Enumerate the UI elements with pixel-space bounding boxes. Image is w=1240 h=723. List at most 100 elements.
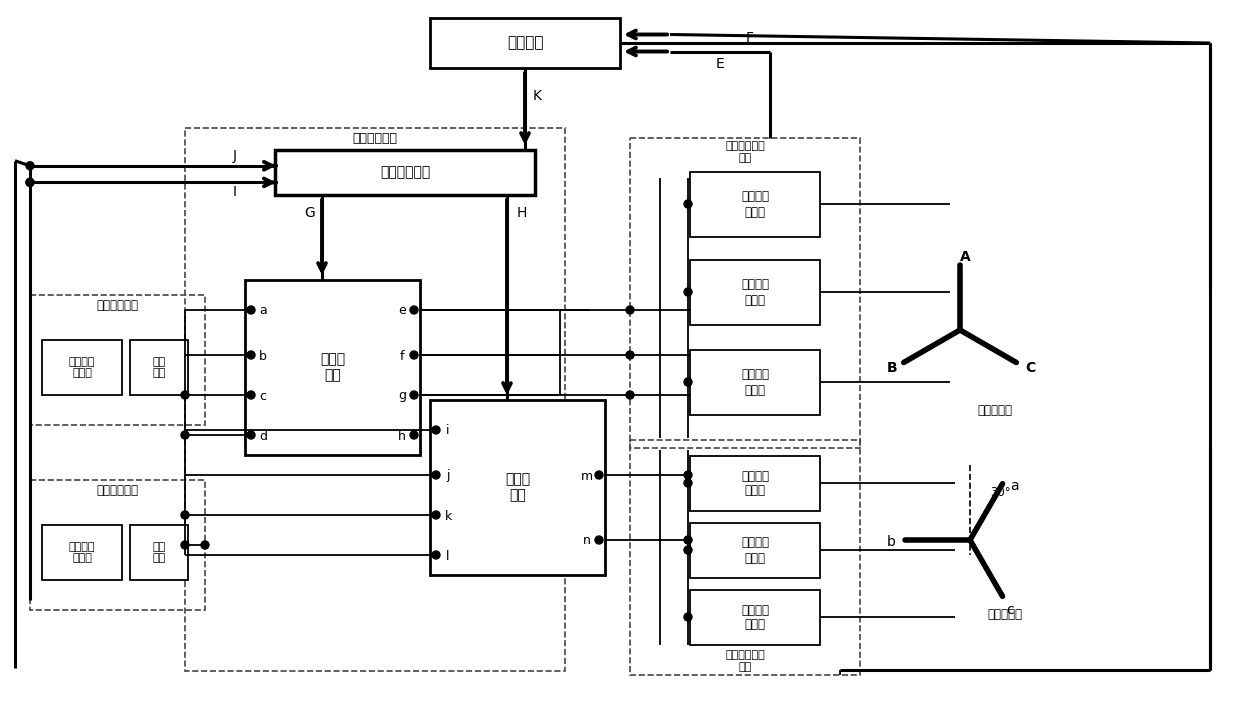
Bar: [689, 523, 820, 578]
Text: g: g: [398, 390, 405, 403]
Text: 电源控制单元: 电源控制单元: [352, 132, 398, 145]
Text: e: e: [398, 304, 405, 317]
Text: 第一电源单元: 第一电源单元: [97, 299, 139, 312]
Text: C: C: [1025, 361, 1035, 375]
Text: 第二电源单元: 第二电源单元: [97, 484, 139, 497]
Bar: [246, 280, 420, 455]
Circle shape: [410, 351, 418, 359]
Text: 主控制器: 主控制器: [507, 35, 543, 51]
Text: f: f: [399, 349, 404, 362]
Text: 第一电压
传感器: 第一电压 传感器: [68, 356, 95, 378]
Text: 继电器控制器: 继电器控制器: [379, 166, 430, 179]
Text: 第二电流
传感器: 第二电流 传感器: [742, 278, 769, 307]
Bar: [689, 260, 820, 325]
Text: B: B: [887, 361, 897, 375]
Circle shape: [626, 351, 634, 359]
Circle shape: [247, 306, 255, 314]
Text: 第六电流
传感器: 第六电流 传感器: [742, 604, 769, 631]
Text: E: E: [715, 56, 724, 71]
Circle shape: [684, 200, 692, 208]
Circle shape: [432, 551, 440, 559]
Text: c: c: [259, 390, 267, 403]
Bar: [689, 456, 820, 511]
Bar: [689, 350, 820, 415]
Circle shape: [410, 391, 418, 399]
Circle shape: [26, 162, 33, 170]
Text: d: d: [259, 429, 267, 442]
Bar: [30, 295, 205, 425]
Circle shape: [684, 471, 692, 479]
Circle shape: [181, 511, 188, 519]
Bar: [430, 400, 605, 575]
Text: 第一套绕组: 第一套绕组: [977, 403, 1013, 416]
Text: K: K: [532, 89, 542, 103]
Text: b: b: [259, 349, 267, 362]
Circle shape: [684, 613, 692, 621]
Text: n: n: [583, 534, 591, 547]
Text: 第二
电源: 第二 电源: [153, 542, 166, 563]
Text: b: b: [887, 535, 895, 549]
Text: 第二组电流传
感器: 第二组电流传 感器: [725, 650, 765, 672]
Text: I: I: [233, 185, 237, 200]
Circle shape: [684, 536, 692, 544]
Text: j: j: [446, 469, 450, 482]
Bar: [430, 18, 620, 68]
Circle shape: [684, 479, 692, 487]
Bar: [185, 128, 565, 671]
Circle shape: [410, 306, 418, 314]
Text: a: a: [259, 304, 267, 317]
Bar: [689, 590, 820, 645]
Circle shape: [247, 431, 255, 439]
Circle shape: [247, 391, 255, 399]
Circle shape: [595, 536, 603, 544]
Circle shape: [626, 391, 634, 399]
Circle shape: [684, 378, 692, 386]
Circle shape: [26, 179, 33, 187]
Text: i: i: [446, 424, 450, 437]
Circle shape: [626, 306, 634, 314]
Circle shape: [432, 471, 440, 479]
Text: c: c: [1007, 603, 1014, 617]
Text: A: A: [960, 250, 971, 264]
Bar: [275, 150, 534, 195]
Circle shape: [181, 391, 188, 399]
Circle shape: [432, 511, 440, 519]
Text: a: a: [1011, 479, 1019, 492]
Circle shape: [26, 179, 33, 187]
Circle shape: [247, 351, 255, 359]
Bar: [42, 340, 122, 395]
Circle shape: [684, 546, 692, 554]
Text: 第四电流
传感器: 第四电流 传感器: [742, 469, 769, 497]
Bar: [630, 138, 861, 448]
Circle shape: [181, 431, 188, 439]
Bar: [630, 440, 861, 675]
Circle shape: [410, 431, 418, 439]
Text: l: l: [446, 549, 450, 562]
Bar: [689, 172, 820, 237]
Circle shape: [595, 471, 603, 479]
Bar: [130, 340, 188, 395]
Bar: [42, 525, 122, 580]
Bar: [130, 525, 188, 580]
Text: k: k: [444, 510, 451, 523]
Circle shape: [432, 426, 440, 434]
Text: m: m: [580, 469, 593, 482]
Text: 第三电流
传感器: 第三电流 传感器: [742, 369, 769, 396]
Text: J: J: [233, 149, 237, 163]
Circle shape: [201, 541, 210, 549]
Text: F: F: [746, 31, 754, 45]
Text: 第二套绕组: 第二套绕组: [987, 609, 1023, 622]
Bar: [30, 480, 205, 610]
Text: G: G: [305, 206, 315, 220]
Text: 第一电流
传感器: 第一电流 传感器: [742, 190, 769, 218]
Text: 第五电流
传感器: 第五电流 传感器: [742, 536, 769, 565]
Circle shape: [181, 541, 188, 549]
Text: 第二电压
传感器: 第二电压 传感器: [68, 542, 95, 563]
Text: H: H: [517, 206, 527, 220]
Text: 30°: 30°: [990, 487, 1011, 500]
Text: 第二继
电器: 第二继 电器: [505, 472, 529, 502]
Text: h: h: [398, 429, 405, 442]
Text: 第一继
电器: 第一继 电器: [320, 352, 345, 382]
Text: 第一组电流传
感器: 第一组电流传 感器: [725, 141, 765, 163]
Text: 第一
电源: 第一 电源: [153, 356, 166, 378]
